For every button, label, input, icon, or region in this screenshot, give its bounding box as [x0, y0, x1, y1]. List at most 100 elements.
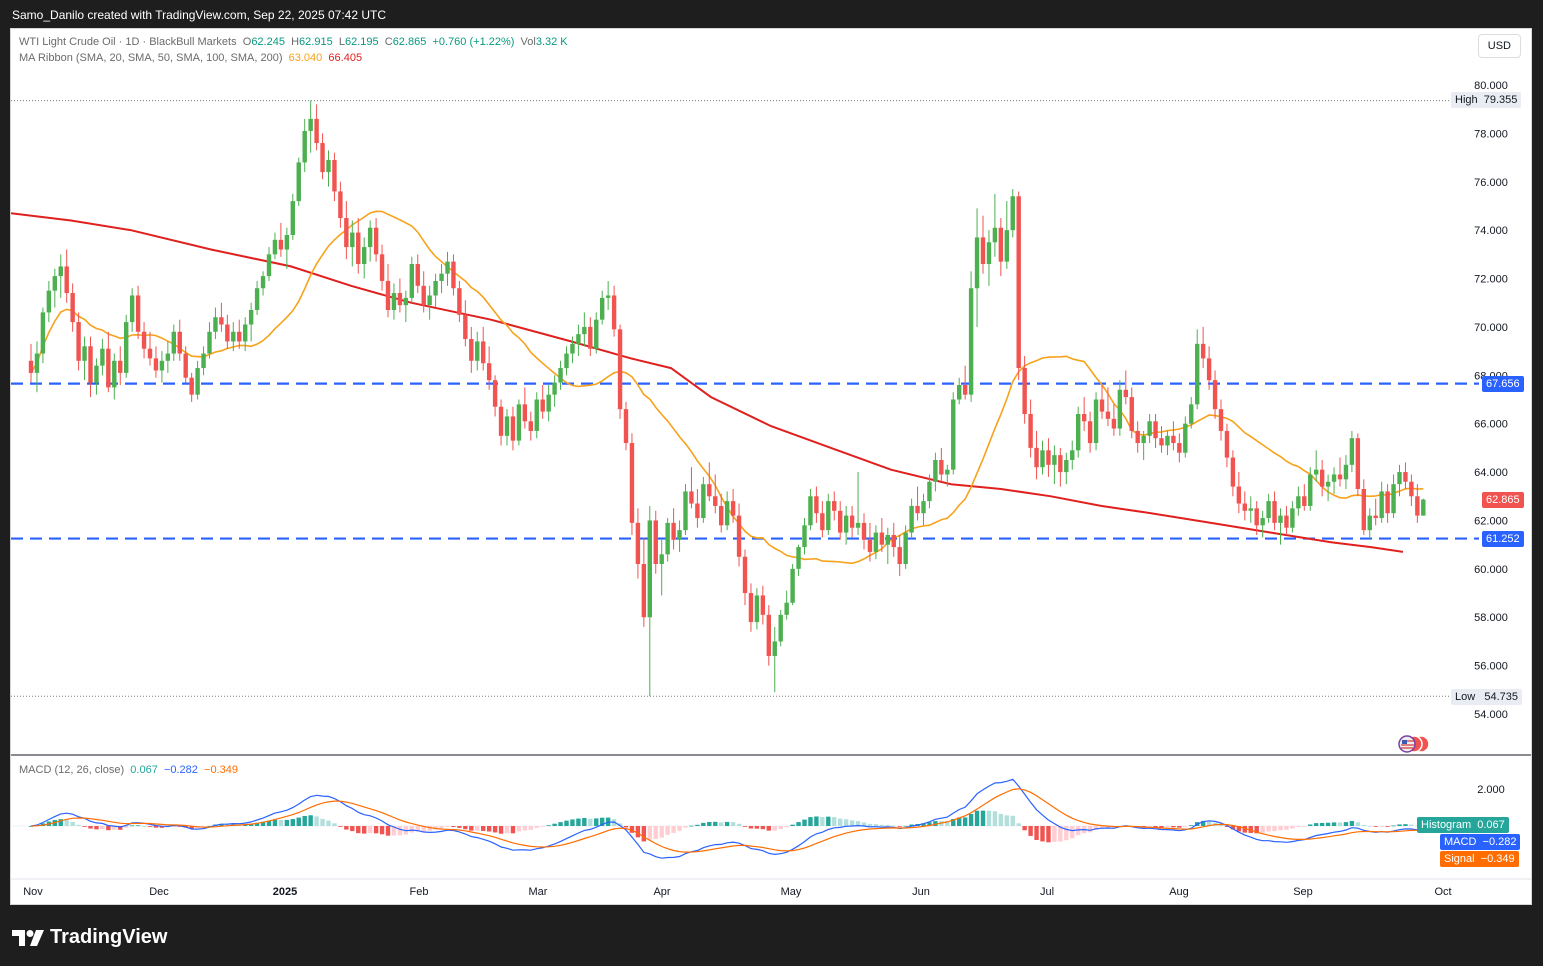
macd-histogram-bar [1016, 823, 1021, 826]
candle-up [391, 293, 397, 310]
macd-histogram-bar [814, 816, 819, 826]
macd-histogram-bar [897, 826, 902, 827]
macd-histogram-bar [28, 826, 34, 827]
time-tick-label: Mar [529, 886, 548, 898]
macd-histogram-bar [1022, 826, 1027, 831]
macd-histogram-bar [1177, 826, 1182, 828]
candle-up [100, 348, 105, 366]
candle-down [385, 280, 391, 310]
tradingview-logo[interactable]: TradingView [12, 926, 167, 949]
macd-histogram-bar [909, 824, 914, 826]
candle-up [427, 295, 432, 306]
macd-histogram-bar [1093, 826, 1099, 830]
candle-down [153, 358, 159, 371]
candle-up [683, 491, 688, 531]
macd-histogram-bar [558, 822, 563, 826]
ma200-value: 66.405 [328, 52, 363, 64]
macd-histogram-bar [1409, 824, 1414, 826]
macd-histogram-bar [980, 810, 986, 826]
macd-histogram-bar [760, 826, 766, 830]
candle-up [207, 331, 212, 354]
macd-histogram-bar [463, 826, 468, 830]
macd-histogram-bar [677, 826, 682, 831]
currency-button[interactable]: USD [1477, 34, 1521, 58]
macd-histogram-bar [1052, 826, 1057, 842]
candle-down [397, 293, 403, 306]
candle-down [64, 266, 69, 294]
candle-down [1177, 443, 1182, 453]
macd-histogram-bar [629, 826, 635, 833]
macd-histogram-bar [808, 817, 813, 826]
macd-histogram-bar [1147, 826, 1152, 827]
macd-histogram-bar [207, 825, 212, 827]
candle-up [1004, 230, 1009, 262]
price-tick-label: 56.000 [1474, 661, 1508, 673]
macd-histogram-bar [790, 824, 795, 826]
macd-histogram-bar [504, 826, 510, 834]
candle-up [1290, 508, 1295, 528]
price-tick-label: 78.000 [1474, 128, 1508, 140]
macd-histogram-bar [1076, 826, 1081, 836]
ma-ribbon-legend: MA Ribbon (SMA, 20, SMA, 50, SMA, 100, S… [19, 52, 362, 64]
candle-down [451, 261, 456, 289]
candle-down [278, 239, 284, 250]
macd-histogram-bar [314, 816, 319, 826]
candle-down [867, 539, 873, 552]
candle-up [272, 239, 278, 255]
candle-down [118, 360, 123, 373]
macd-histogram-bar [1040, 826, 1045, 842]
macd-histogram-bar [225, 824, 230, 826]
macd-histogram-bar [802, 819, 807, 826]
macd-histogram-bar [70, 821, 75, 826]
macd-histogram-bar [546, 825, 551, 827]
candle-down [1218, 409, 1224, 431]
price-tick-label: 58.000 [1474, 612, 1508, 624]
candle-down [344, 218, 349, 248]
macd-histogram-bar [1278, 826, 1283, 831]
candle-up [885, 534, 890, 545]
candle-up [921, 501, 926, 514]
candle-down [237, 331, 242, 342]
macd-line-legend-value: −0.282 [163, 764, 198, 776]
macd-histogram-bar [1290, 826, 1295, 829]
candle-down [1016, 196, 1021, 369]
candle-up [570, 343, 575, 354]
macd-histogram-bar [641, 826, 647, 842]
candle-up [552, 382, 557, 395]
chart-canvas[interactable]: 80.00078.00076.00074.00072.00070.00068.0… [11, 29, 1531, 904]
candle-down [891, 534, 896, 548]
candle-up [326, 159, 331, 173]
macd-histogram-bar [106, 826, 111, 831]
price-tick-label: 60.000 [1474, 564, 1508, 576]
macd-histogram-bar [617, 823, 623, 826]
macd-histogram-bar [350, 826, 355, 832]
candle-down [998, 227, 1004, 262]
macd-histogram-bar [820, 817, 825, 826]
candle-down [671, 522, 676, 540]
macd-histogram-bar [475, 826, 480, 831]
event-flags[interactable] [1395, 734, 1431, 754]
macd-histogram-bar [326, 820, 331, 826]
candle-down [332, 159, 337, 192]
candle-up [790, 568, 795, 603]
macd-histogram-bar [409, 826, 414, 833]
macd-histogram-bar [665, 826, 670, 835]
macd-histogram-bar [623, 826, 629, 828]
chart-panel[interactable]: 80.00078.00076.00074.00072.00070.00068.0… [10, 28, 1532, 905]
candle-down [463, 314, 468, 340]
candle-up [1367, 515, 1372, 531]
candle-down [498, 406, 504, 436]
us-flag-icon[interactable] [1395, 734, 1431, 754]
candle-down [1373, 515, 1378, 519]
candle-up [534, 399, 539, 431]
macd-histogram-bar [373, 826, 379, 834]
candle-up [992, 227, 998, 243]
candle-down [695, 503, 700, 519]
candle-down [481, 341, 486, 364]
candle-up [1331, 474, 1337, 482]
macd-histogram-bar [730, 822, 736, 826]
candle-down [314, 118, 319, 144]
candle-down [611, 295, 617, 330]
macd-histogram-bar [1165, 826, 1170, 828]
macd-histogram-bar [516, 826, 522, 832]
